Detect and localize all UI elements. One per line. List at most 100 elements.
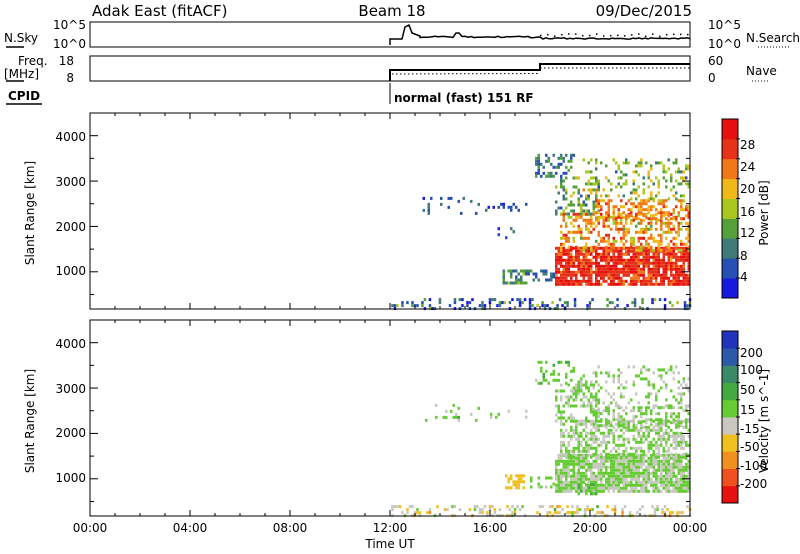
velocity-cell [617,418,620,422]
velocity-cell [680,443,683,447]
velocity-cell [657,449,660,453]
velocity-cell [585,386,588,390]
velocity-cell [642,449,645,453]
power-cell [595,273,598,277]
power-cell [680,270,683,274]
power-cell [680,182,683,186]
power-cell [427,202,430,206]
velocity-cell [436,505,439,509]
velocity-cell [562,410,565,414]
velocity-cell [652,480,655,484]
velocity-cell [510,486,513,490]
power-cell [682,176,685,180]
power-cell [642,282,645,286]
power-cell [633,298,637,302]
power-cell [567,282,570,286]
power-cell [585,203,588,207]
velocity-cell [630,409,633,413]
velocity-cell [457,406,460,410]
velocity-cell [577,477,580,481]
power-cell [592,206,595,210]
velocity-cell [597,401,600,405]
velocity-cell [580,462,583,466]
velocity-cell [667,456,670,460]
velocity-cell [575,386,578,390]
power-cell [565,165,568,169]
power-cell [615,249,618,253]
velocity-cell [672,418,675,422]
velocity-cell [622,395,625,399]
nsearch-point [575,33,577,35]
velocity-cell [557,480,560,484]
velocity-cell [675,477,678,481]
velocity-cell [555,483,558,487]
power-cell [680,199,683,203]
velocity-cell [560,483,563,487]
power-cell [497,233,500,237]
power-cell [622,270,625,274]
power-cell [660,227,663,231]
power-cell [577,230,580,234]
x-tick: 04:00 [172,521,208,535]
velocity-cell [665,440,668,444]
velocity-cell [580,489,583,493]
velocity-cell [562,465,565,469]
power-cell [605,261,608,265]
power-cell [625,258,628,262]
power-cell [642,236,645,240]
velocity-cell [541,505,544,509]
velocity-cell [605,465,608,469]
power-cell [650,273,653,277]
velocity-cell [585,416,588,420]
velocity-cell [567,465,570,469]
power-cell [461,304,464,308]
power-cell [607,270,610,274]
velocity-cell [560,489,563,493]
velocity-cell [538,505,542,509]
power-cell [617,270,620,274]
velocity-cell [667,453,670,457]
nsearch-label: N.Search [746,31,800,45]
velocity-cell [675,437,678,441]
power-cell [582,248,585,252]
velocity-cell [595,477,598,481]
velocity-cell [627,462,630,466]
power-cell [612,218,615,222]
velocity-cell [632,471,635,475]
power-cell [675,255,678,259]
power-ytick: 2000 [55,220,86,234]
power-cell [675,197,678,201]
power-cell [565,233,568,237]
velocity-cell [620,395,623,399]
power-cell [657,242,660,246]
power-cell [597,202,600,206]
power-cell [570,276,573,280]
power-cell [642,202,645,206]
velocity-cell [640,459,643,463]
power-colorbar-swatch [722,238,738,259]
velocity-cell [478,508,482,512]
velocity-cell [607,431,610,435]
power-cell [575,279,578,283]
power-cell [642,176,645,180]
power-cell [580,264,583,268]
power-cell [672,267,675,271]
freq-trace [389,63,690,81]
date-label: 09/Dec/2015 [595,2,692,20]
power-cell [642,191,645,195]
velocity-cell [677,455,680,459]
power-cell [632,246,635,250]
power-cell [667,258,670,262]
power-cell [652,205,655,209]
power-cell [555,264,558,268]
power-cell [605,164,608,168]
nsearch-tick-bottom: 10^0 [708,37,741,51]
power-cell [602,188,605,192]
power-cell [537,159,540,163]
power-cbar-tick: 4 [740,270,748,284]
power-cell [632,249,635,253]
power-cell [572,270,575,274]
velocity-cell [575,398,578,402]
power-cell [662,249,665,253]
power-cbar-tick: 28 [740,138,756,152]
